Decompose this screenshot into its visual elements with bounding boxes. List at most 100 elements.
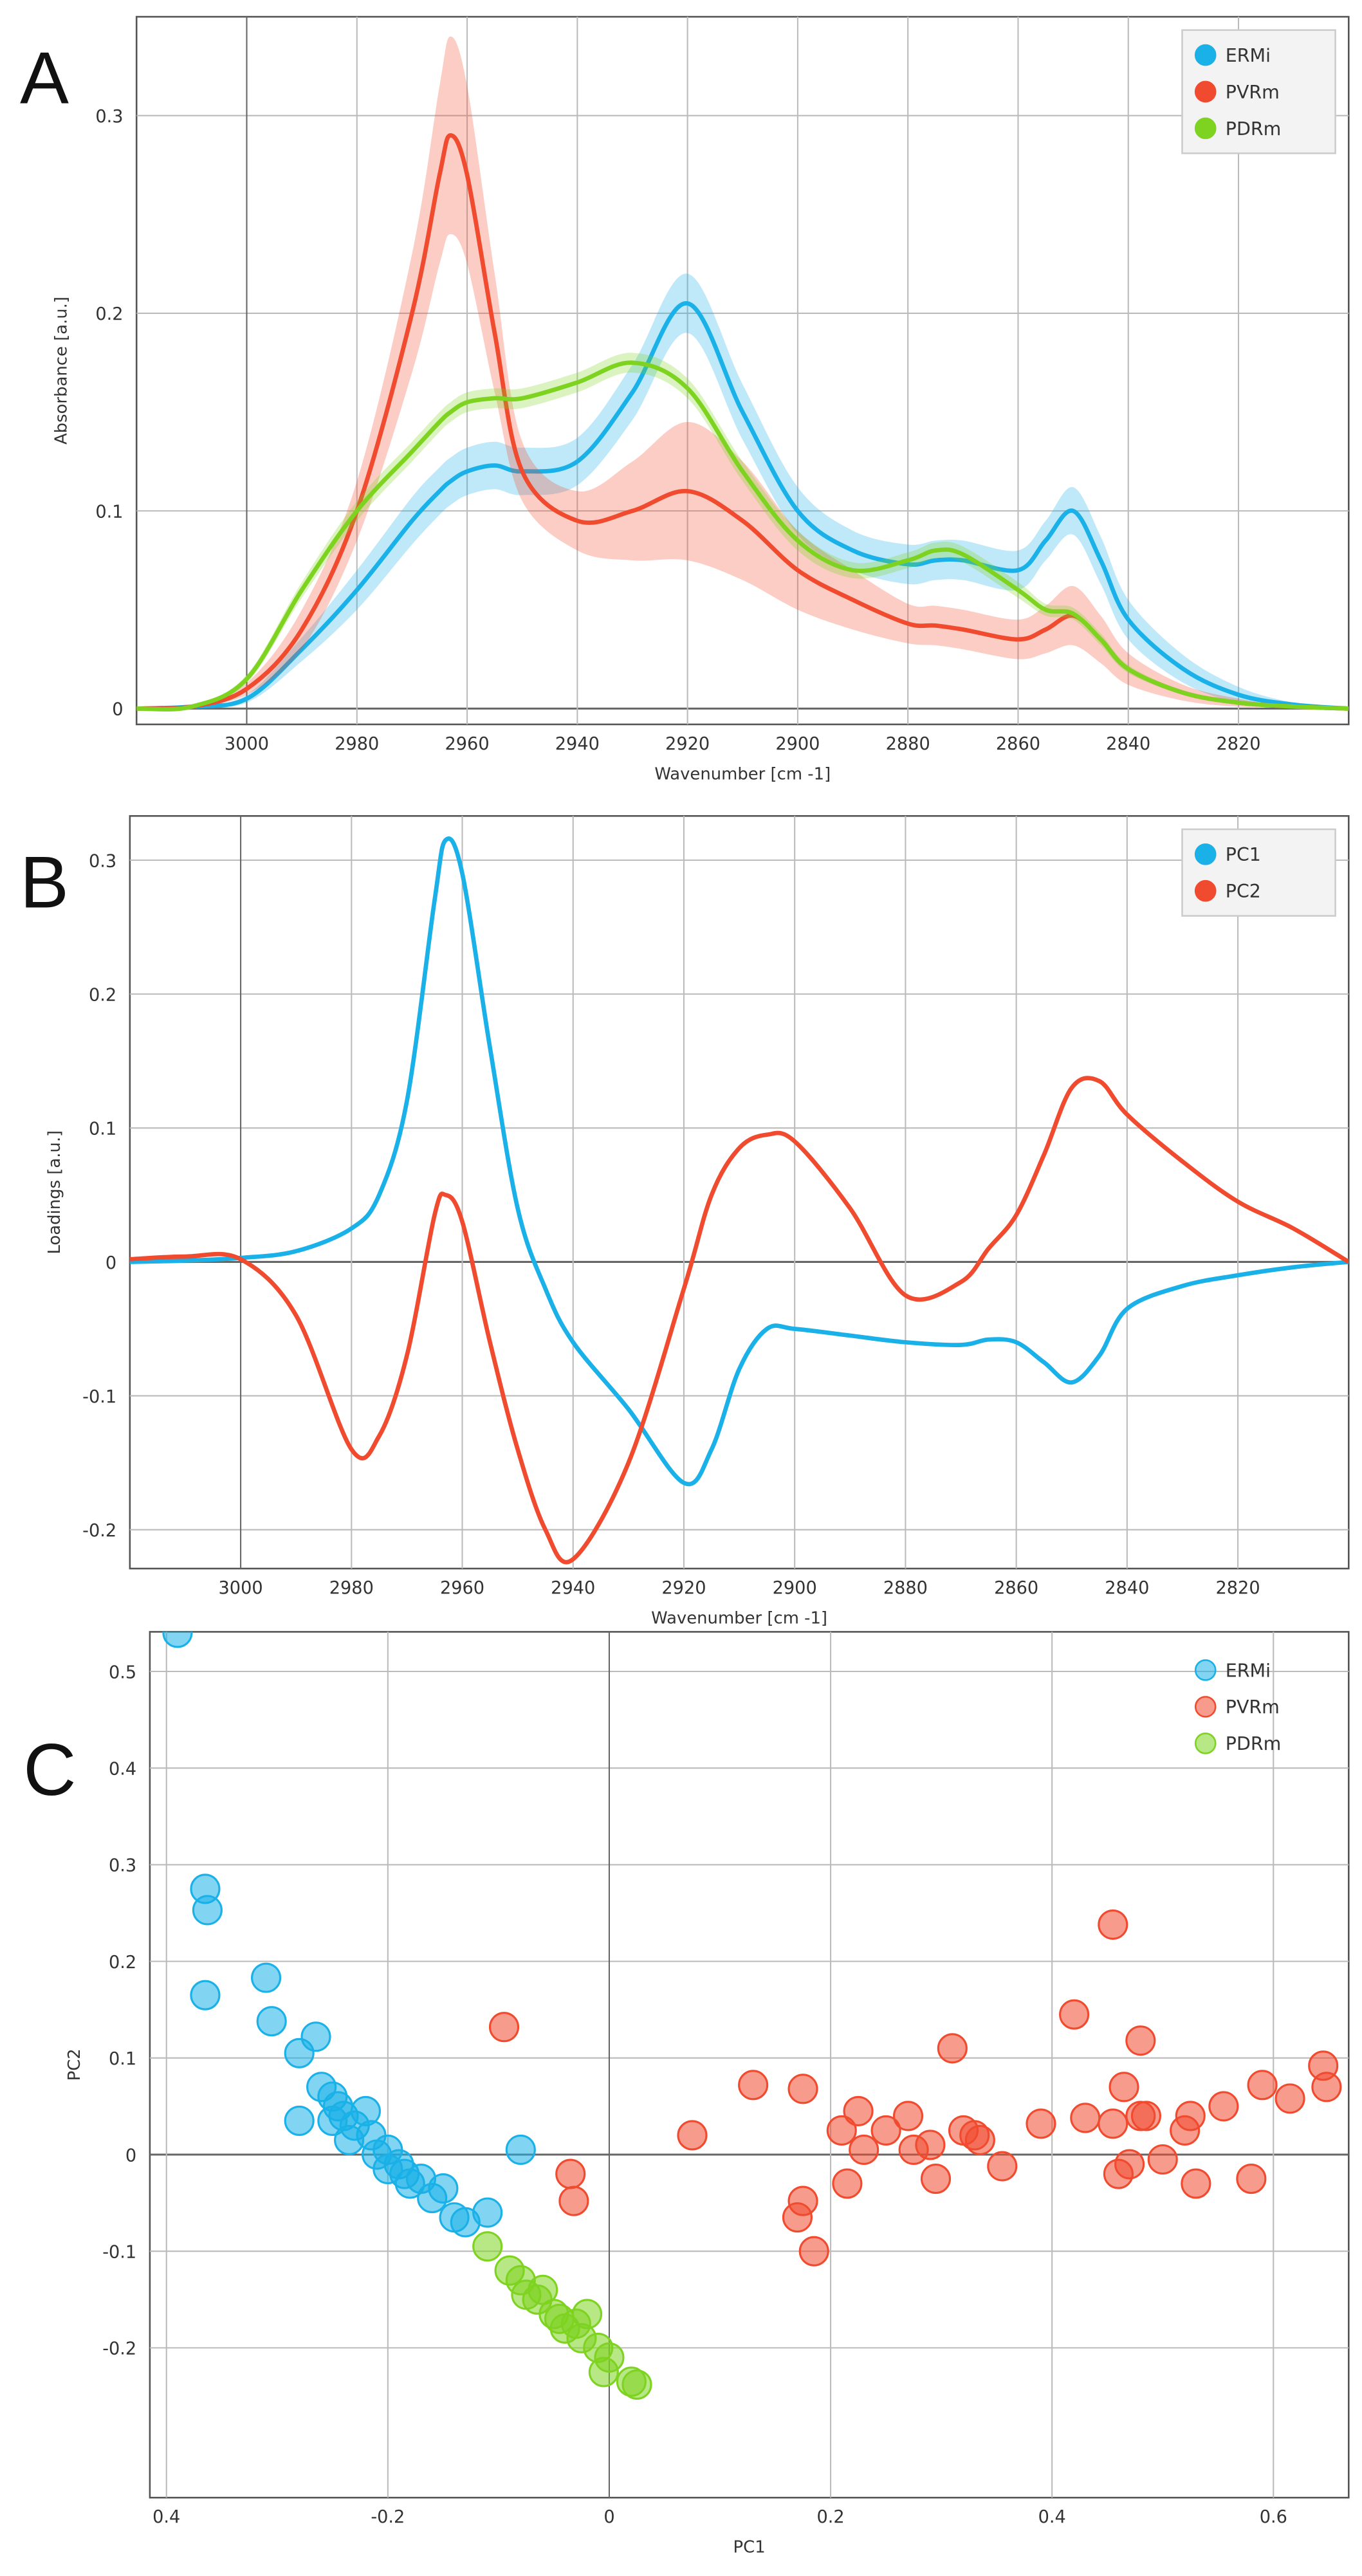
point	[1181, 2168, 1211, 2199]
point	[738, 2070, 769, 2101]
x-tick-label: 0	[603, 2507, 614, 2527]
point	[987, 2151, 1018, 2182]
point	[621, 2369, 652, 2400]
line	[129, 836, 1349, 1487]
x-tick-label: 2920	[661, 1578, 706, 1598]
x-tick-label: 2820	[1216, 734, 1260, 754]
y-tick-label: 0.3	[95, 107, 123, 127]
legend-swatch	[1194, 80, 1217, 103]
plot-layer	[162, 1632, 1342, 2400]
legend-label: PVRm	[1226, 1697, 1280, 1718]
point	[190, 1980, 221, 2010]
x-tick-label: 2900	[773, 1578, 817, 1598]
y-tick-label: 0.2	[89, 985, 116, 1005]
point	[832, 2168, 863, 2199]
x-tick-label: 0.4	[152, 2507, 180, 2527]
line	[129, 1076, 1349, 1565]
x-axis-label: Wavenumber [cm -1]	[654, 764, 831, 784]
point	[843, 2095, 874, 2126]
point	[1114, 2149, 1145, 2180]
y-tick-label: 0	[112, 700, 123, 720]
y-tick-label: 0.1	[109, 2049, 136, 2069]
y-tick-label: 0.5	[109, 1662, 136, 1682]
x-tick-label: 2840	[1105, 1578, 1149, 1598]
y-tick-label: 0.4	[109, 1760, 136, 1780]
point	[317, 2105, 348, 2136]
panel-label: A	[20, 38, 69, 120]
point	[892, 2101, 924, 2131]
legend-swatch	[1194, 117, 1217, 140]
x-axis-label: Wavenumber [cm -1]	[651, 1608, 827, 1628]
point	[1026, 2108, 1056, 2139]
point	[826, 2115, 857, 2146]
x-tick-label: 0.2	[816, 2507, 844, 2527]
error-band	[136, 36, 1349, 710]
x-tick-label: 2980	[335, 734, 379, 754]
y-axis-label: Loadings [a.u.]	[45, 1130, 64, 1255]
point	[920, 2163, 952, 2194]
x-tick-label: 2840	[1106, 734, 1150, 754]
y-tick-label: -0.2	[82, 1521, 116, 1541]
y-tick-label: 0	[125, 2146, 136, 2166]
x-tick-label: 2960	[440, 1578, 484, 1598]
point	[787, 2185, 818, 2216]
x-tick-label: 0.6	[1260, 2507, 1287, 2527]
point	[787, 2074, 818, 2104]
point	[251, 1962, 282, 1993]
plot-area	[135, 15, 1350, 726]
point	[373, 2153, 403, 2185]
plot-area	[149, 1631, 1350, 2499]
point	[334, 2124, 365, 2156]
point	[1098, 2108, 1128, 2139]
point	[472, 2197, 503, 2228]
x-axis-label: PC1	[733, 2538, 766, 2557]
point	[505, 2134, 536, 2166]
panel-label: C	[23, 1729, 76, 1811]
point	[558, 2185, 589, 2216]
x-tick-label: 2860	[996, 734, 1040, 754]
legend-swatch	[1194, 44, 1217, 66]
y-tick-label: 0.1	[89, 1119, 116, 1139]
point	[284, 2105, 315, 2136]
x-tick-label: 2860	[994, 1578, 1038, 1598]
legend-swatch	[1194, 1733, 1217, 1754]
point	[1147, 2144, 1178, 2175]
legend-label: PC2	[1226, 881, 1261, 902]
point	[528, 2274, 558, 2305]
point	[849, 2134, 879, 2166]
plot-layer	[136, 36, 1349, 712]
x-tick-label: 2980	[329, 1578, 374, 1598]
legend-swatch	[1194, 1696, 1217, 1718]
legend-label: PDRm	[1226, 118, 1282, 140]
x-tick-label: 2880	[886, 734, 930, 754]
point	[1070, 2102, 1101, 2133]
line	[136, 360, 1349, 712]
point	[1275, 2083, 1305, 2114]
point	[1130, 2101, 1161, 2131]
point	[488, 2012, 520, 2043]
line	[136, 301, 1349, 711]
point	[256, 2006, 287, 2037]
point	[798, 2236, 829, 2267]
x-tick-label: 3000	[219, 1578, 263, 1598]
point	[1109, 2072, 1139, 2102]
legend-label: PC1	[1226, 844, 1261, 865]
point	[1098, 1909, 1128, 1940]
point	[1236, 2163, 1267, 2194]
x-tick-label: 2900	[775, 734, 820, 754]
point	[1311, 2072, 1342, 2102]
panel-label: B	[20, 842, 69, 924]
y-tick-label: 0.3	[89, 851, 116, 871]
x-tick-label: 2960	[445, 734, 489, 754]
x-tick-label: 3000	[225, 734, 269, 754]
legend-label: ERMi	[1226, 1660, 1271, 1681]
legend-label: ERMi	[1226, 45, 1271, 66]
point	[937, 2033, 968, 2064]
x-tick-label: 2880	[883, 1578, 928, 1598]
y-tick-label: 0.2	[109, 1953, 136, 1973]
plot-area	[129, 815, 1350, 1570]
point	[192, 1895, 223, 1926]
legend-swatch	[1194, 843, 1217, 865]
